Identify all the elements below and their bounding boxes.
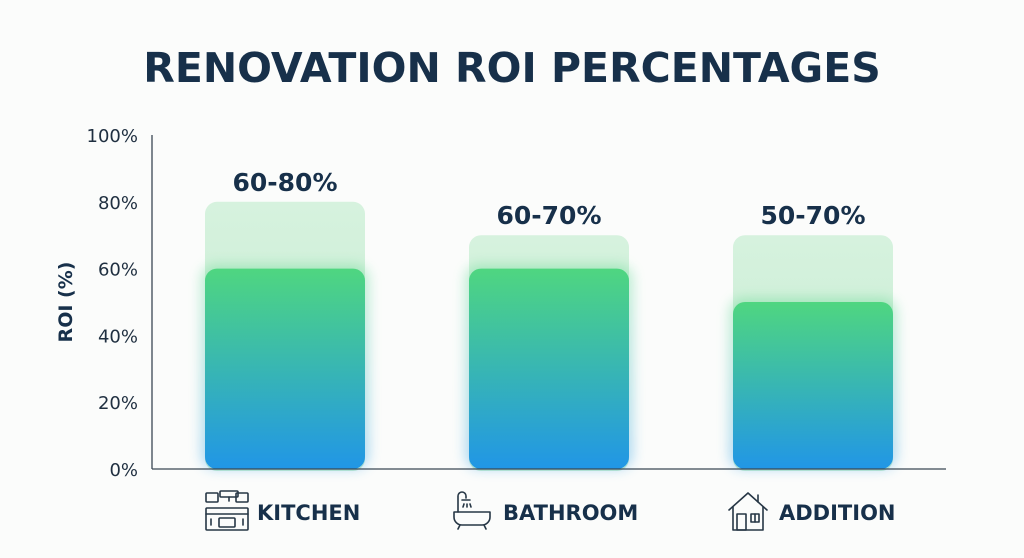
category-label: KITCHEN [257,501,360,525]
y-tick-label: 40% [98,326,138,347]
kitchen-icon [205,490,249,531]
data-label: 50-70% [760,201,865,230]
y-tick-label: 0% [109,460,138,481]
value-bar [469,268,629,469]
category-label: BATHROOM [503,501,638,525]
y-axis-ticks: 0% 20% 40% 60% 80% 100% [87,126,138,481]
value-bar [733,302,893,469]
bathroom-icon [453,491,491,530]
bars: 60-80% 60-70% 50-70% [201,168,897,472]
value-bar [205,268,365,469]
data-label: 60-70% [496,201,601,230]
data-label: 60-80% [232,168,337,197]
y-tick-label: 80% [98,193,138,214]
y-tick-label: 100% [87,126,138,147]
y-tick-label: 20% [98,393,138,414]
y-axis-label: ROI (%) [55,262,77,343]
chart-title: RENOVATION ROI PERCENTAGES [143,44,881,92]
house-icon [728,492,768,531]
category-labels: KITCHEN BATHROOM ADDITION [257,501,896,525]
y-tick-label: 60% [98,260,138,281]
category-label: ADDITION [779,501,896,525]
